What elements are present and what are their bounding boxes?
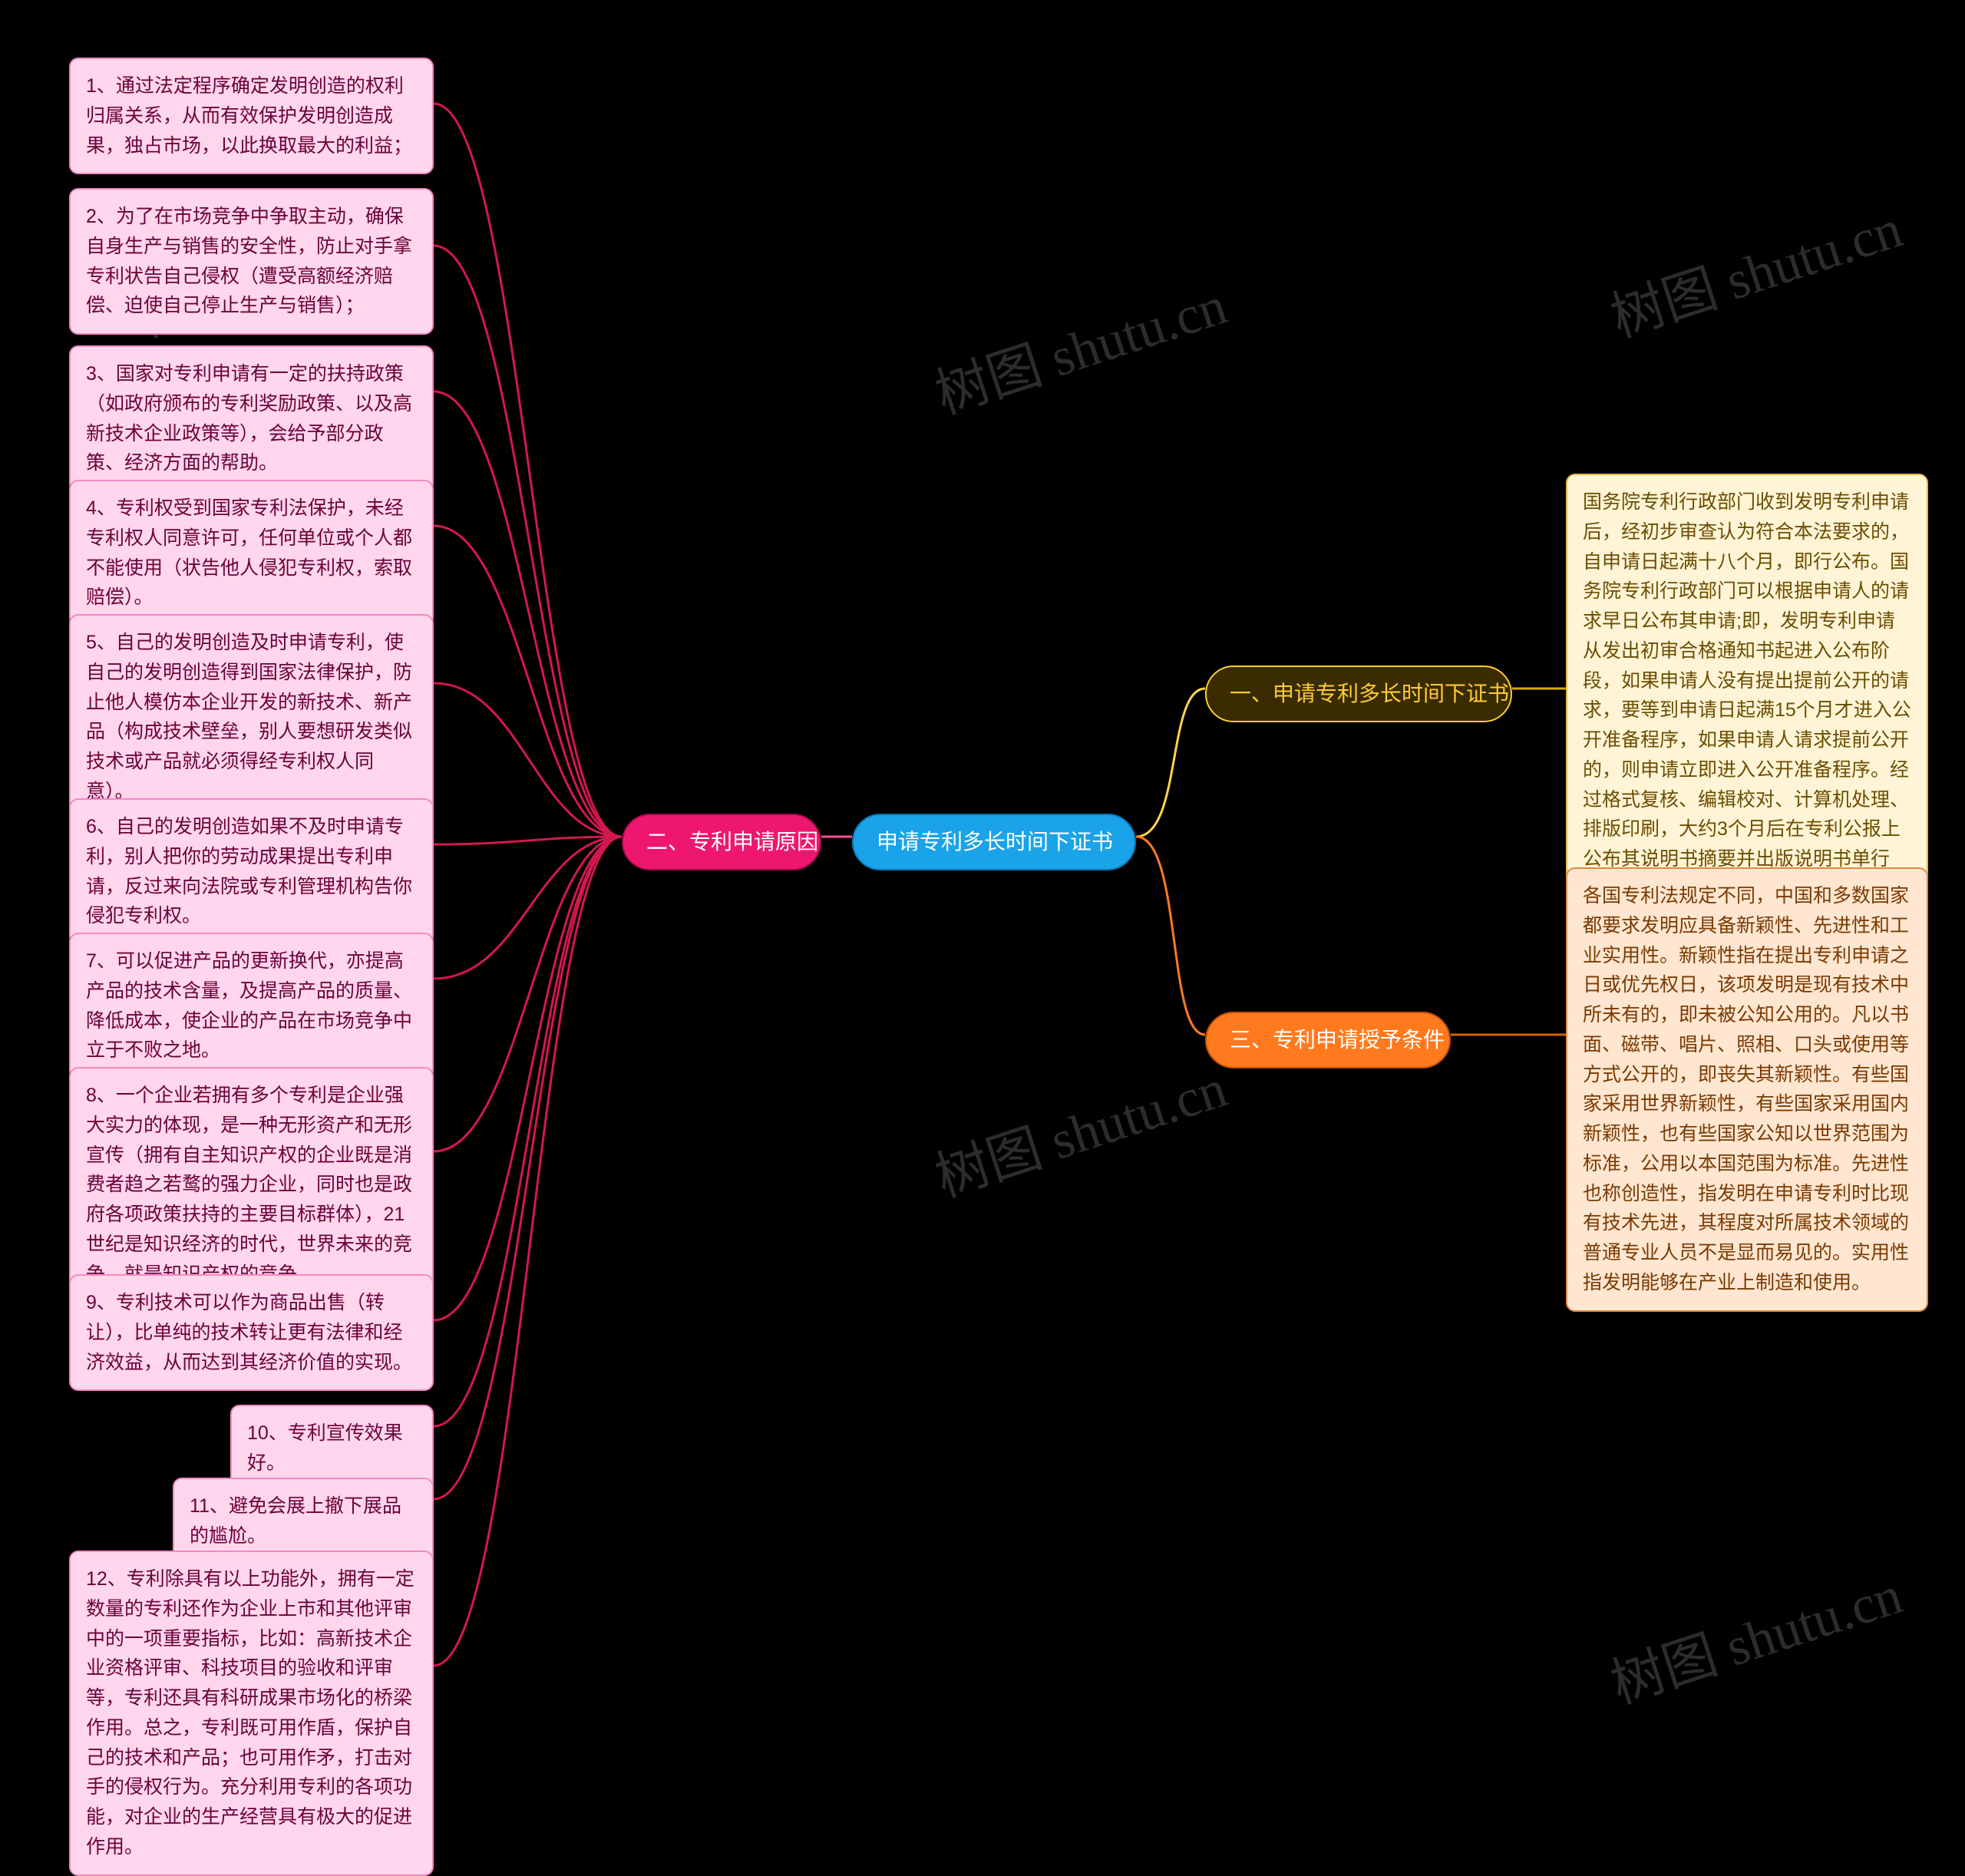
leaf-node[interactable]: 7、可以促进产品的更新换代，亦提高产品的技术含量，及提高产品的质量、降低成本，使…: [69, 933, 434, 1079]
leaf-node[interactable]: 4、专利权受到国家专利法保护，未经专利权人同意许可，任何单位或个人都不能使用（状…: [69, 480, 434, 626]
leaf-node[interactable]: 8、一个企业若拥有多个专利是企业强大实力的体现，是一种无形资产和无形宣传（拥有自…: [69, 1067, 434, 1303]
leaf-node[interactable]: 1、通过法定程序确定发明创造的权利归属关系，从而有效保护发明创造成果，独占市场，…: [69, 58, 434, 174]
leaf-node[interactable]: 6、自己的发明创造如果不及时申请专利，别人把你的劳动成果提出专利申请，反过来向法…: [69, 798, 434, 945]
leaf-node[interactable]: 2、为了在市场竞争中争取主动，确保自身生产与销售的安全性，防止对手拿专利状告自己…: [69, 188, 434, 335]
branch-node-reasons[interactable]: 二、专利申请原因: [622, 814, 821, 870]
watermark: 树图 shutu.cn: [924, 1045, 1235, 1212]
leaf-node[interactable]: 9、专利技术可以作为商品出售（转让），比单纯的技术转让更有法律和经济效益，从而达…: [69, 1274, 434, 1391]
root-node[interactable]: 申请专利多长时间下证书: [852, 814, 1136, 870]
leaf-node[interactable]: 5、自己的发明创造及时申请专利，使自己的发明创造得到国家法律保护，防止他人模仿本…: [69, 614, 434, 821]
detail-block-conditions[interactable]: 各国专利法规定不同，中国和多数国家都要求发明应具备新颖性、先进性和工业实用性。新…: [1566, 867, 1928, 1312]
branch-node-timeline[interactable]: 一、申请专利多长时间下证书: [1205, 666, 1512, 722]
watermark: 树图 shutu.cn: [1600, 1552, 1911, 1719]
mindmap-canvas: 树图 shutu.cn 树图 shutu.cn 树图 shutu.cn 树图 s…: [0, 0, 1965, 1716]
leaf-node[interactable]: 12、专利除具有以上功能外，拥有一定数量的专利还作为企业上市和其他评审中的一项重…: [69, 1551, 434, 1876]
leaf-node[interactable]: 3、国家对专利申请有一定的扶持政策（如政府颁布的专利奖励政策、以及高新技术企业政…: [69, 345, 434, 492]
watermark: 树图 shutu.cn: [1600, 186, 1911, 352]
branch-node-conditions[interactable]: 三、专利申请授予条件: [1205, 1012, 1451, 1068]
watermark: 树图 shutu.cn: [924, 263, 1235, 429]
